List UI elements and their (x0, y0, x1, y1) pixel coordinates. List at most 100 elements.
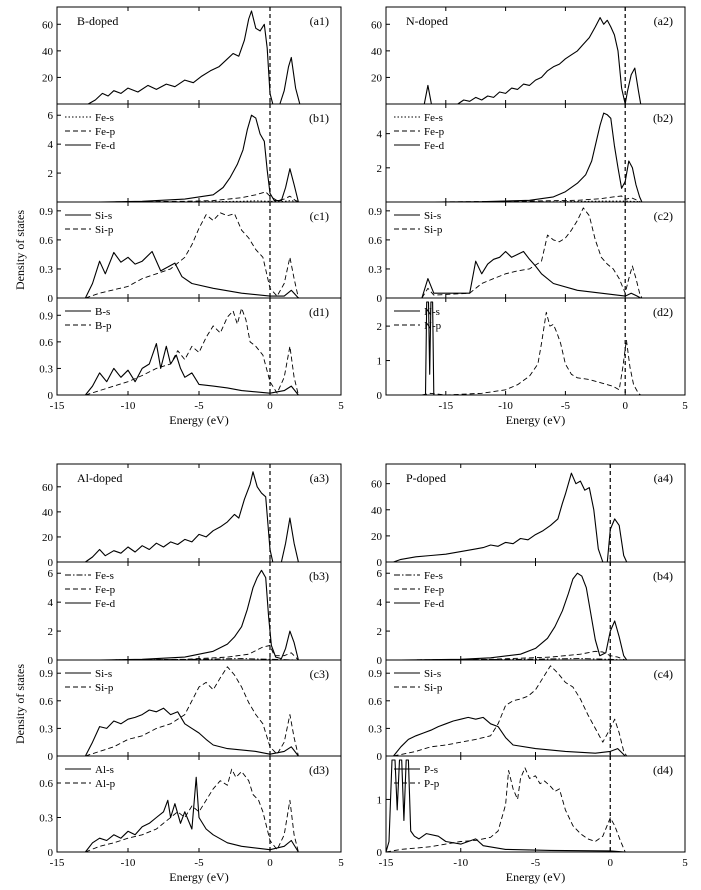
panel-tag-c2: (c2) (654, 209, 673, 223)
panel-tag-a1: (a1) (310, 14, 329, 28)
series-line-d3-al-s (84, 776, 299, 853)
x-tick-label-n: -10 (498, 400, 513, 412)
y-tick-label-c4: 0.6 (368, 696, 382, 708)
series-line-a2-total (423, 17, 642, 105)
x-tick-label-b: 0 (267, 400, 273, 412)
legend-label-d4-p-p: P-p (424, 778, 440, 790)
x-tick-label-al: -15 (50, 857, 65, 869)
legend-label-c1-si-p: Si-p (95, 224, 114, 236)
y-tick-label-d2: 2 (377, 321, 383, 333)
y-tick-label-c2: 0 (377, 293, 383, 305)
series-line-b2-fe-p (433, 195, 641, 203)
panel-tag-a2: (a2) (654, 14, 673, 28)
legend-label-b4-fe-p: Fe-p (424, 584, 445, 596)
x-tick-label-p: -5 (531, 857, 541, 869)
x-tick-label-p: -15 (379, 857, 394, 869)
legend-label-c4-si-p: Si-p (424, 682, 443, 694)
y-tick-label-c1: 0.6 (39, 235, 53, 247)
y-tick-label-b4: 4 (377, 597, 383, 609)
panel-tag-c4: (c4) (654, 667, 673, 681)
y-tick-label-c1: 0.9 (39, 206, 53, 218)
series-line-b3-fe-d (99, 569, 299, 661)
series-line-d2-n-s (421, 301, 626, 396)
series-line-a3-total (85, 471, 299, 563)
y-tick-label-c2: 0.6 (368, 235, 382, 247)
legend-label-d3-al-s: Al-s (95, 764, 114, 776)
series-line-c3-si-p (85, 666, 299, 757)
x-tick-label-al: 0 (267, 857, 273, 869)
panel-tag-d3: (d3) (309, 763, 329, 777)
panel-tag-b1: (b1) (309, 111, 329, 125)
series-line-d1-b-p (85, 307, 299, 396)
x-axis-label-n: Energy (eV) (506, 413, 565, 427)
x-tick-label-b: -10 (121, 400, 136, 412)
series-line-c2-si-s (421, 250, 641, 299)
y-tick-label-d1: 0.3 (39, 363, 53, 375)
panel-title-a1: B-doped (77, 14, 118, 28)
y-tick-label-a4: 40 (371, 505, 383, 517)
x-axis-label-al: Energy (eV) (169, 870, 228, 884)
legend-label-d2-n-s: N-s (424, 306, 440, 318)
x-tick-label-n: -15 (438, 400, 453, 412)
y-tick-label-d1: 0.6 (39, 337, 53, 349)
y-tick-label-d4: 1 (377, 794, 383, 806)
y-tick-label-a4: 20 (371, 531, 383, 543)
y-tick-label-a2: 60 (371, 19, 383, 31)
series-line-c4-si-p (393, 665, 628, 757)
series-line-b1-fe-d (99, 114, 299, 203)
series-line-a1-total (87, 10, 301, 105)
y-tick-label-d1: 0.9 (39, 310, 53, 322)
series-line-d4-p-s (385, 759, 626, 853)
y-tick-label-b3: 6 (48, 568, 54, 580)
x-tick-label-p: 5 (682, 857, 688, 869)
y-tick-label-d2: 0 (377, 390, 383, 402)
y-tick-label-a3: 20 (42, 532, 54, 544)
legend-label-b1-fe-p: Fe-p (95, 126, 116, 138)
x-axis-label-b: Energy (eV) (169, 413, 228, 427)
y-tick-label-c1: 0 (48, 293, 54, 305)
y-tick-label-c3: 0.9 (39, 668, 53, 680)
y-tick-label-d4: 0 (377, 847, 383, 859)
y-tick-label-b3: 2 (48, 626, 54, 638)
legend-label-b2-fe-s: Fe-s (424, 112, 443, 124)
x-tick-label-b: -5 (194, 400, 204, 412)
y-tick-label-b4: 6 (377, 568, 383, 580)
legend-label-b3-fe-s: Fe-s (95, 570, 114, 582)
legend-label-d1-b-s: B-s (95, 306, 110, 318)
legend-label-c2-si-s: Si-s (424, 210, 441, 222)
series-line-d4-p-p (385, 767, 626, 853)
y-tick-label-c3: 0 (48, 751, 54, 763)
series-line-b4-fe-p (400, 650, 626, 661)
y-tick-label-c3: 0.6 (39, 696, 53, 708)
y-tick-label-d1: 0 (48, 390, 54, 402)
x-tick-label-al: 5 (338, 857, 344, 869)
panel-tag-d1: (d1) (309, 305, 329, 319)
series-line-b4-fe-d (400, 572, 628, 661)
legend-label-c3-si-p: Si-p (95, 682, 114, 694)
legend-label-c1-si-s: Si-s (95, 210, 112, 222)
panel-tag-d2: (d2) (653, 305, 673, 319)
legend-label-b2-fe-d: Fe-d (424, 140, 445, 152)
panel-title-a2: N-doped (406, 14, 448, 28)
legend-label-c4-si-s: Si-s (424, 668, 441, 680)
y-tick-label-c1: 0.3 (39, 264, 53, 276)
y-tick-label-b1: 2 (48, 168, 54, 180)
panel-tag-c3: (c3) (310, 667, 329, 681)
legend-label-c2-si-p: Si-p (424, 224, 443, 236)
y-tick-label-a4: 60 (371, 479, 383, 491)
y-tick-label-b4: 0 (377, 655, 383, 667)
y-axis-label-bottom: Density of states (13, 664, 27, 744)
y-tick-label-b2: 4 (377, 129, 383, 141)
series-line-d2-n-p (421, 311, 641, 396)
legend-label-b3-fe-p: Fe-p (95, 584, 116, 596)
panel-title-a3: Al-doped (77, 471, 122, 485)
y-tick-label-a1: 40 (42, 46, 54, 58)
series-line-b1-fe-p (99, 191, 300, 203)
series-line-c2-si-p (421, 207, 643, 299)
y-axis-label-top: Density of states (13, 210, 27, 290)
panel-tag-a4: (a4) (654, 471, 673, 485)
x-tick-label-al: -5 (194, 857, 204, 869)
